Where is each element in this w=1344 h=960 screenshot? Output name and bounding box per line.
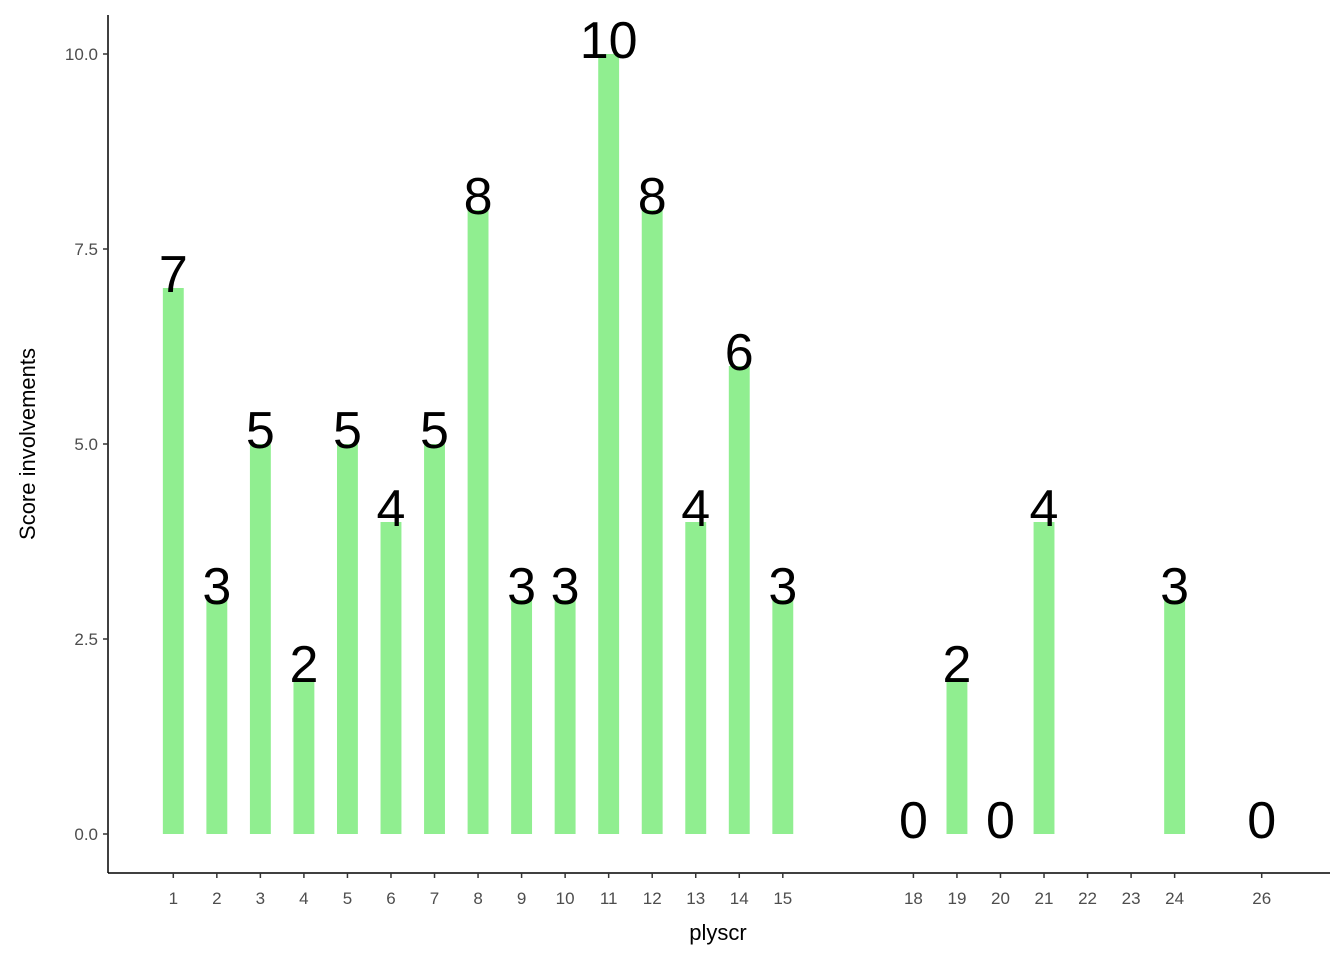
y-axis-title: Score involvements bbox=[15, 348, 40, 540]
bar bbox=[728, 366, 750, 834]
value-label: 3 bbox=[1160, 558, 1189, 616]
x-tick-label: 8 bbox=[473, 889, 482, 908]
bar bbox=[685, 522, 707, 834]
value-label: 2 bbox=[942, 636, 971, 694]
bar bbox=[249, 444, 271, 834]
value-label: 4 bbox=[377, 480, 406, 538]
value-label: 3 bbox=[507, 558, 536, 616]
y-tick-label: 0.0 bbox=[74, 825, 98, 844]
bar bbox=[206, 600, 228, 834]
x-tick-label: 6 bbox=[386, 889, 395, 908]
value-label: 8 bbox=[638, 168, 667, 226]
x-tick-label: 4 bbox=[299, 889, 308, 908]
bar bbox=[1033, 522, 1055, 834]
x-tick-label: 9 bbox=[517, 889, 526, 908]
value-label: 3 bbox=[202, 558, 231, 616]
bar bbox=[380, 522, 402, 834]
value-label: 5 bbox=[333, 402, 362, 460]
bar bbox=[162, 288, 184, 834]
value-label: 0 bbox=[986, 792, 1015, 850]
x-axis-title: plyscr bbox=[689, 920, 746, 945]
value-label: 10 bbox=[580, 12, 638, 70]
bar bbox=[336, 444, 358, 834]
bar bbox=[772, 600, 794, 834]
x-tick-label: 20 bbox=[991, 889, 1010, 908]
x-tick-label: 1 bbox=[169, 889, 178, 908]
value-label: 0 bbox=[1247, 792, 1276, 850]
value-label: 6 bbox=[725, 324, 754, 382]
x-tick-label: 5 bbox=[343, 889, 352, 908]
x-tick-label: 11 bbox=[600, 889, 618, 908]
value-label: 5 bbox=[246, 402, 275, 460]
bar bbox=[467, 210, 489, 834]
x-tick-label: 15 bbox=[773, 889, 792, 908]
x-tick-label: 21 bbox=[1035, 889, 1054, 908]
x-tick-label: 18 bbox=[904, 889, 923, 908]
x-tick-label: 23 bbox=[1122, 889, 1141, 908]
y-tick-label: 5.0 bbox=[74, 435, 98, 454]
bar bbox=[1164, 600, 1186, 834]
y-tick-label: 10.0 bbox=[65, 45, 98, 64]
value-label: 8 bbox=[464, 168, 493, 226]
value-label: 4 bbox=[681, 480, 710, 538]
x-tick-label: 3 bbox=[256, 889, 265, 908]
bar bbox=[293, 678, 315, 834]
value-label: 3 bbox=[551, 558, 580, 616]
bar bbox=[641, 210, 663, 834]
bar bbox=[554, 600, 576, 834]
value-label: 2 bbox=[289, 636, 318, 694]
value-label: 3 bbox=[768, 558, 797, 616]
x-tick-label: 13 bbox=[686, 889, 705, 908]
x-tick-label: 24 bbox=[1165, 889, 1184, 908]
x-tick-label: 19 bbox=[947, 889, 966, 908]
value-label: 0 bbox=[899, 792, 928, 850]
y-tick-label: 7.5 bbox=[74, 240, 98, 259]
y-tick-label: 2.5 bbox=[74, 630, 98, 649]
x-tick-label: 26 bbox=[1252, 889, 1271, 908]
x-tick-label: 14 bbox=[730, 889, 749, 908]
bar bbox=[598, 54, 620, 834]
bar bbox=[946, 678, 968, 834]
value-label: 5 bbox=[420, 402, 449, 460]
x-tick-label: 12 bbox=[643, 889, 662, 908]
value-label: 4 bbox=[1030, 480, 1059, 538]
value-label: 7 bbox=[159, 246, 188, 304]
x-tick-label: 10 bbox=[556, 889, 575, 908]
x-tick-label: 22 bbox=[1078, 889, 1097, 908]
bar bbox=[511, 600, 533, 834]
x-tick-label: 7 bbox=[430, 889, 439, 908]
bar bbox=[424, 444, 445, 834]
x-tick-label: 2 bbox=[212, 889, 221, 908]
